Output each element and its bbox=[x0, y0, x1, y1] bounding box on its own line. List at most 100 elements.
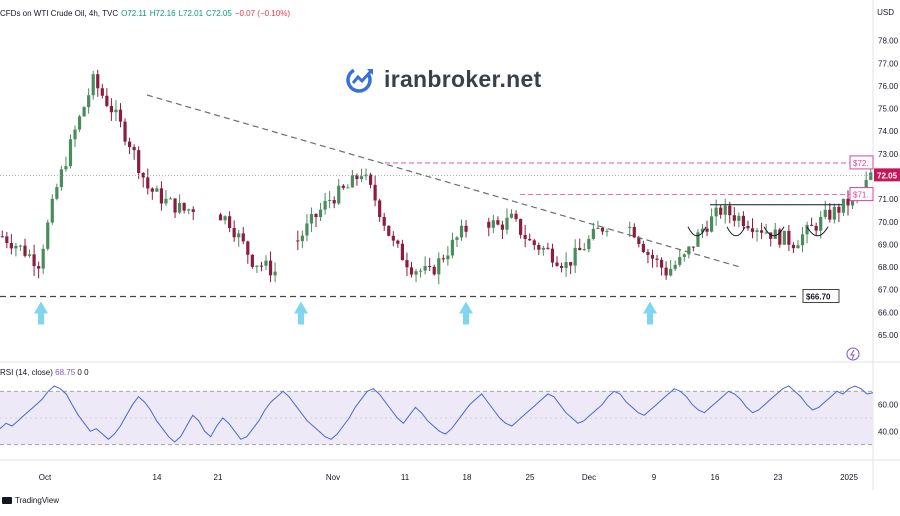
candle-body bbox=[50, 198, 54, 223]
candle-body bbox=[91, 74, 95, 96]
candle-body bbox=[732, 215, 736, 221]
candle-body bbox=[741, 215, 746, 226]
candle-body bbox=[555, 262, 559, 266]
candle-body bbox=[682, 254, 686, 257]
candle-body bbox=[150, 188, 154, 192]
candle-body bbox=[605, 231, 609, 233]
candle-body bbox=[564, 262, 568, 268]
time-tick-label: 23 bbox=[774, 473, 783, 482]
low-value: L72.01 bbox=[178, 8, 204, 18]
candle-body bbox=[864, 179, 868, 192]
candle-body bbox=[632, 226, 636, 238]
candle-body bbox=[696, 232, 700, 247]
candle-body bbox=[391, 235, 395, 241]
candle-body bbox=[719, 207, 723, 215]
candle-body bbox=[378, 200, 382, 218]
candle-body bbox=[305, 223, 309, 236]
candle-body bbox=[796, 245, 800, 249]
candle-body bbox=[523, 234, 527, 239]
price-tick-label: 78.00 bbox=[878, 37, 899, 46]
candle-body bbox=[337, 185, 341, 204]
candle-body bbox=[591, 228, 595, 239]
cup-arc bbox=[687, 226, 707, 237]
candle-body bbox=[450, 239, 455, 256]
rsi-value: 68.75 bbox=[55, 368, 76, 377]
price-tick-label: 66.00 bbox=[878, 308, 899, 317]
symbol-header: CFDs on WTI Crude Oil, 4h, TVC O72.11 H7… bbox=[0, 6, 290, 20]
candle-body bbox=[837, 206, 841, 213]
candle-body bbox=[528, 238, 532, 241]
candle-body bbox=[309, 214, 314, 224]
candle-body bbox=[82, 107, 86, 117]
candle-body bbox=[387, 225, 391, 236]
resistance-label-lower: $71. bbox=[853, 191, 869, 200]
rsi-label: RSI (14, close) bbox=[0, 368, 53, 377]
candle-body bbox=[514, 213, 518, 220]
candle-body bbox=[487, 221, 491, 228]
candle-body bbox=[382, 217, 386, 226]
candle-body bbox=[323, 200, 327, 210]
candle-body bbox=[505, 217, 509, 230]
candle-body bbox=[423, 266, 427, 271]
rsi-tick-label: 60.00 bbox=[878, 401, 899, 410]
candle-body bbox=[223, 216, 227, 221]
candle-body bbox=[18, 245, 23, 247]
candle-body bbox=[600, 227, 605, 232]
time-tick-label: 16 bbox=[711, 473, 720, 482]
candle-body bbox=[228, 216, 232, 228]
candle-body bbox=[537, 245, 541, 250]
tradingview-logo[interactable]: TradingView bbox=[2, 496, 59, 505]
candle-body bbox=[55, 187, 59, 199]
candle-body bbox=[255, 265, 259, 267]
candle-body bbox=[678, 256, 682, 265]
price-tick-label: 69.00 bbox=[878, 240, 899, 249]
candle-body bbox=[869, 172, 873, 180]
candle-body bbox=[246, 241, 250, 255]
candle-body bbox=[73, 129, 77, 140]
support-label: $66.70 bbox=[806, 293, 831, 302]
candle-body bbox=[509, 213, 514, 218]
candle-body bbox=[637, 237, 641, 245]
candle-body bbox=[810, 224, 814, 226]
cup-arc bbox=[726, 226, 746, 237]
price-tick-label: 75.00 bbox=[878, 105, 899, 114]
candle-body bbox=[5, 236, 9, 244]
candle-body bbox=[550, 248, 555, 263]
candle-body bbox=[105, 95, 109, 106]
candle-body bbox=[146, 177, 150, 189]
candle-body bbox=[846, 198, 850, 206]
candle-body bbox=[168, 198, 173, 200]
resistance-label-box-upper bbox=[849, 155, 874, 170]
candle-body bbox=[178, 202, 182, 213]
candle-body bbox=[459, 225, 464, 238]
replay-icon bbox=[846, 347, 860, 361]
candle-body bbox=[237, 233, 241, 238]
candle-body bbox=[578, 247, 582, 251]
candle-body bbox=[814, 225, 818, 231]
candle-body bbox=[114, 109, 118, 113]
candle-body bbox=[750, 228, 755, 232]
candle-body bbox=[368, 174, 373, 185]
candle-body bbox=[673, 264, 677, 269]
lightning-icon bbox=[850, 349, 855, 360]
time-tick-label: 18 bbox=[463, 473, 472, 482]
support-arrow-icon bbox=[294, 301, 308, 325]
candle-body bbox=[491, 220, 495, 228]
candle-body bbox=[41, 248, 45, 269]
candle-body bbox=[496, 220, 500, 225]
candle-body bbox=[664, 267, 668, 276]
candle-body bbox=[418, 270, 423, 272]
candle-body bbox=[118, 109, 123, 122]
time-tick-label: 2025 bbox=[840, 473, 858, 482]
candle-body bbox=[46, 222, 50, 249]
candle-body bbox=[359, 176, 364, 180]
candle-body bbox=[428, 266, 432, 268]
candle-body bbox=[769, 232, 773, 239]
candle-body bbox=[709, 216, 714, 232]
candle-body bbox=[0, 236, 4, 238]
candle-body bbox=[587, 238, 591, 250]
high-value: H72.16 bbox=[149, 8, 176, 18]
candle-body bbox=[268, 260, 273, 276]
